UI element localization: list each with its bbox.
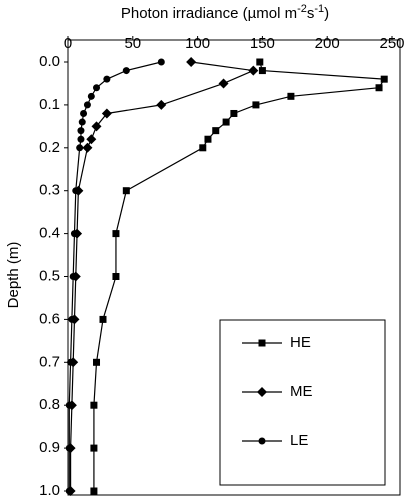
marker (218, 78, 229, 89)
marker (122, 187, 130, 195)
x-tick-label: 150 (250, 35, 275, 52)
x-axis-label: Photon irradiance (µmol m-2s-1) (121, 3, 329, 22)
legend-label: ME (290, 383, 313, 400)
marker (248, 65, 259, 76)
x-tick-label: 250 (379, 35, 404, 52)
y-tick-label: 0.5 (39, 267, 60, 284)
y-axis-label: Depth (m) (5, 242, 22, 309)
y-tick-label: 0.6 (39, 310, 60, 327)
marker (78, 118, 86, 126)
legend-box (219, 319, 386, 486)
marker (186, 57, 197, 67)
marker (83, 101, 91, 109)
x-tick-label: 100 (185, 35, 210, 52)
marker (68, 315, 76, 323)
y-tick-label: 0.7 (39, 353, 60, 370)
y-tick-label: 0.8 (39, 396, 60, 413)
marker (156, 99, 167, 110)
marker (90, 401, 98, 409)
marker (93, 84, 101, 92)
marker (77, 135, 85, 143)
y-tick-label: 0.1 (39, 96, 60, 113)
marker (112, 230, 120, 238)
marker (67, 358, 75, 366)
marker (76, 144, 84, 152)
y-tick-label: 0.0 (39, 53, 60, 70)
legend-label: HE (290, 334, 311, 351)
marker (86, 134, 97, 145)
marker (222, 118, 230, 126)
legend-marker (258, 339, 266, 347)
y-tick-label: 0.4 (39, 225, 60, 242)
marker (65, 401, 73, 409)
marker (258, 67, 266, 75)
marker (70, 230, 78, 238)
marker (91, 121, 102, 132)
marker (287, 92, 295, 100)
marker (103, 75, 111, 83)
marker (99, 315, 107, 323)
marker (65, 487, 73, 495)
marker (72, 187, 80, 195)
marker (112, 273, 120, 280)
plot-frame (67, 39, 401, 496)
x-tick-label: 50 (124, 35, 141, 52)
marker (87, 92, 95, 100)
marker (256, 58, 264, 66)
series-line (69, 61, 256, 491)
marker (77, 127, 85, 135)
marker (82, 142, 93, 153)
marker (375, 84, 383, 92)
y-tick-label: 0.9 (39, 439, 60, 456)
legend-marker (258, 437, 266, 445)
x-tick-label: 200 (315, 35, 340, 52)
marker (252, 101, 260, 109)
marker (230, 109, 238, 117)
marker (212, 127, 220, 135)
marker (101, 108, 112, 119)
marker (157, 58, 165, 66)
marker (122, 67, 130, 75)
marker (93, 358, 101, 366)
legend-marker (257, 387, 267, 397)
legend-label: LE (290, 432, 308, 449)
marker (199, 144, 207, 152)
marker (80, 109, 88, 117)
marker (204, 135, 212, 143)
y-tick-label: 1.0 (39, 482, 60, 499)
marker (90, 487, 98, 495)
marker (65, 444, 73, 452)
marker (380, 75, 388, 83)
marker (90, 444, 98, 452)
y-tick-label: 0.2 (39, 139, 60, 156)
x-tick-label: 0 (64, 35, 72, 52)
marker (69, 273, 77, 280)
y-tick-label: 0.3 (39, 182, 60, 199)
